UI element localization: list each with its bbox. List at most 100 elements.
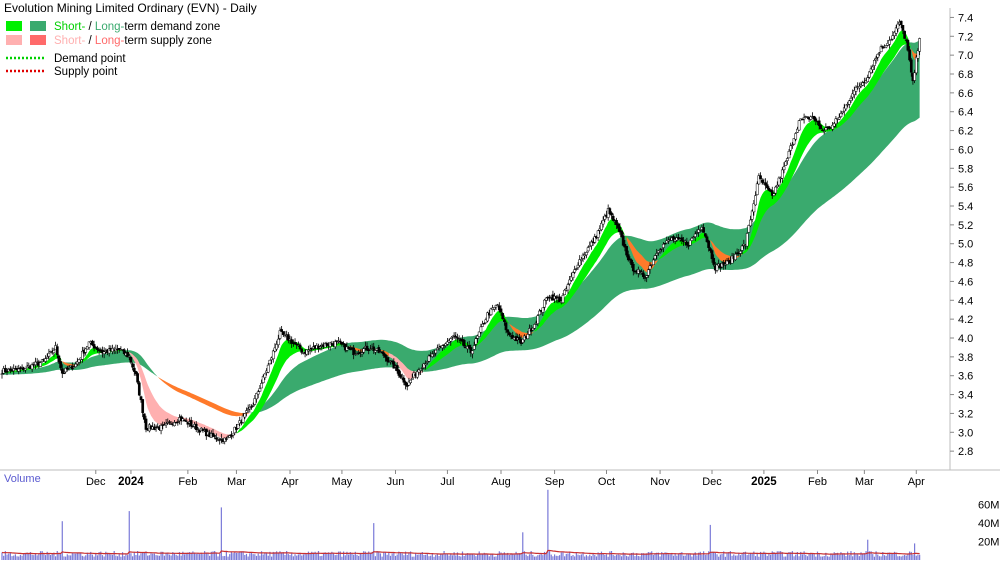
price-tick-label: 7.2: [958, 31, 973, 43]
candle-body: [129, 357, 133, 363]
candle-body: [544, 297, 548, 301]
candle-body: [749, 219, 752, 227]
price-tick-label: 3.6: [958, 371, 973, 383]
candle-body: [832, 122, 836, 127]
candle-body: [767, 187, 771, 191]
candle-body: [300, 348, 304, 353]
candle-body: [377, 347, 381, 353]
candle-body: [268, 359, 272, 365]
candle-body: [196, 428, 200, 430]
candle-body: [127, 356, 131, 358]
candle-body: [271, 350, 275, 360]
legend-text: Short- / Long-term demand zone: [54, 21, 220, 33]
candle-body: [399, 374, 402, 378]
price-tick-label: 4.0: [958, 333, 973, 345]
candle-body: [395, 365, 399, 372]
candle-body: [281, 331, 285, 335]
legend-rest-label: term supply zone: [124, 35, 212, 47]
candle-body: [360, 352, 364, 355]
price-tick-label: 3.2: [958, 408, 973, 420]
candle-body: [60, 368, 64, 374]
long-term-zone-segment: [249, 39, 920, 414]
candle-body: [884, 45, 888, 48]
candle-body: [476, 335, 479, 339]
time-tick-label: Apr: [908, 476, 925, 488]
candle-body: [184, 420, 188, 422]
candle-body: [446, 341, 449, 345]
candle-body: [194, 423, 198, 430]
candle-body: [626, 254, 630, 261]
candle-body: [94, 346, 98, 349]
candle-body: [214, 437, 218, 440]
candle-body: [841, 111, 844, 114]
candle-body: [834, 118, 838, 125]
candle-body: [397, 369, 401, 376]
price-tick-label: 5.8: [958, 163, 973, 175]
time-tick-label: Dec: [86, 476, 106, 488]
candle-body: [789, 145, 793, 151]
volume-tick-label: 60M: [978, 500, 999, 512]
candle-body: [630, 259, 633, 265]
candle-body: [87, 341, 91, 348]
price-tick-label: 6.8: [958, 69, 973, 81]
price-tick-label: 5.2: [958, 220, 973, 232]
price-tick-label: 3.4: [958, 390, 973, 402]
candle-body: [712, 257, 716, 265]
candle-body: [30, 364, 34, 370]
legend-swatch: [30, 35, 46, 45]
candle-body: [441, 345, 444, 349]
candle-body: [715, 264, 719, 271]
candle-body: [526, 334, 530, 339]
candle-body: [168, 421, 171, 423]
candle-body: [730, 255, 734, 264]
candle-body: [908, 49, 911, 61]
price-tick-label: 6.6: [958, 88, 973, 100]
candle-body: [876, 53, 880, 58]
candle-body: [784, 161, 788, 166]
candle-body: [772, 193, 776, 196]
candle-body: [722, 262, 726, 266]
volume-label: Volume: [4, 473, 41, 485]
candle-body: [621, 235, 625, 246]
candle-body: [648, 265, 652, 270]
candle-body: [372, 346, 376, 351]
candle-body: [868, 71, 871, 78]
price-tick-label: 5.6: [958, 182, 973, 194]
candle-body: [707, 240, 710, 248]
candle-body: [847, 100, 851, 105]
candle-body: [276, 338, 280, 346]
candle-body: [533, 324, 536, 329]
candle-body: [891, 35, 895, 40]
legend-swatch: [6, 35, 22, 45]
candle-body: [702, 227, 705, 233]
candle-body: [909, 59, 913, 73]
volume-average-line: [1, 549, 920, 555]
candle-body: [404, 381, 407, 386]
candle-body: [742, 243, 746, 246]
candle-body: [871, 66, 875, 70]
candle-body: [280, 329, 283, 332]
candle-body: [64, 368, 67, 373]
candle-body: [667, 239, 670, 242]
candle-body: [603, 215, 607, 220]
candle-body: [419, 368, 422, 371]
candle-body: [831, 124, 834, 130]
price-tick-label: 6.2: [958, 126, 973, 138]
candle-body: [596, 230, 600, 238]
candle-body: [708, 248, 712, 251]
candle-body: [348, 348, 352, 350]
candle-body: [486, 312, 489, 322]
candle-body: [690, 237, 694, 241]
candle-body: [102, 351, 106, 355]
candle-body: [213, 435, 217, 437]
candle-body: [501, 313, 505, 320]
candle-body: [802, 117, 806, 120]
candle-body: [137, 382, 141, 396]
candle-body: [739, 250, 742, 254]
candle-body: [839, 113, 843, 117]
candle-body: [616, 224, 620, 229]
candle-body: [117, 348, 121, 350]
candle-body: [777, 177, 781, 186]
candle-body: [774, 186, 777, 194]
candle-body: [223, 437, 227, 442]
